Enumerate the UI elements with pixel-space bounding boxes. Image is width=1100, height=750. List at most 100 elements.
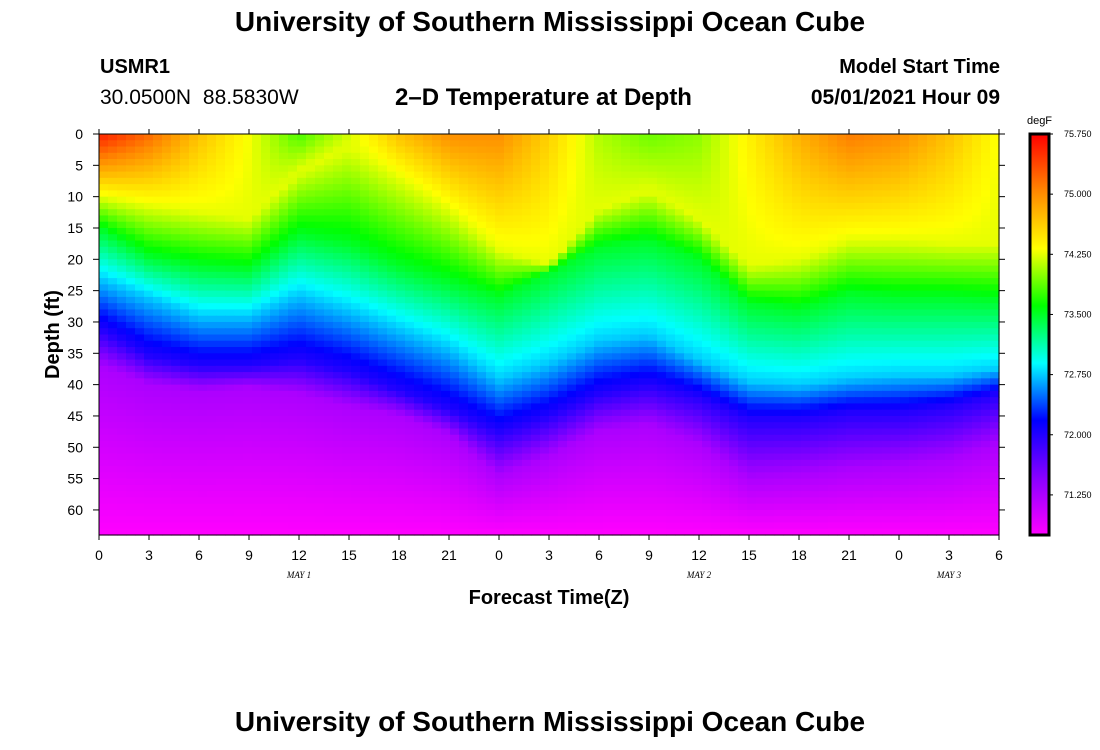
heatmap-cell: [405, 171, 415, 179]
heatmap-cell: [558, 265, 568, 273]
heatmap-cell: [126, 215, 136, 223]
heatmap-cell: [153, 321, 163, 329]
heatmap-cell: [837, 390, 847, 398]
heatmap-cell: [936, 253, 946, 260]
heatmap-cell: [189, 428, 199, 436]
heatmap-cell: [963, 409, 973, 417]
heatmap-cell: [819, 240, 829, 248]
heatmap-cell: [261, 265, 271, 273]
heatmap-cell: [270, 428, 280, 436]
heatmap-cell: [612, 340, 622, 348]
heatmap-cell: [657, 271, 667, 279]
heatmap-cell: [423, 152, 433, 160]
heatmap-cell: [594, 403, 604, 411]
heatmap-cell: [558, 340, 568, 348]
heatmap-cell: [765, 190, 775, 198]
heatmap-cell: [891, 171, 901, 179]
heatmap-cell: [117, 397, 127, 405]
heatmap-cell: [405, 152, 415, 160]
heatmap-cell: [756, 321, 766, 329]
heatmap-cell: [693, 397, 703, 405]
heatmap-cell: [837, 328, 847, 336]
heatmap-cell: [936, 165, 946, 173]
heatmap-cell: [441, 177, 451, 185]
heatmap-cell: [261, 271, 271, 279]
heatmap-cell: [783, 246, 793, 254]
heatmap-cell: [198, 409, 208, 417]
heatmap-cell: [972, 190, 982, 198]
heatmap-cell: [324, 253, 334, 260]
heatmap-cell: [171, 259, 181, 267]
heatmap-cell: [315, 340, 325, 348]
heatmap-cell: [549, 315, 559, 323]
heatmap-cell: [972, 359, 982, 367]
heatmap-cell: [945, 215, 955, 223]
heatmap-cell: [711, 372, 721, 379]
heatmap-cell: [495, 409, 505, 417]
heatmap-cell: [198, 290, 208, 298]
heatmap-cell: [612, 165, 622, 173]
heatmap-cell: [558, 390, 568, 398]
heatmap-cell: [342, 221, 352, 229]
heatmap-cell: [990, 221, 1000, 229]
heatmap-cell: [747, 315, 757, 323]
heatmap-cell: [774, 296, 784, 304]
heatmap-cell: [450, 422, 460, 430]
heatmap-cell: [783, 234, 793, 242]
heatmap-cell: [585, 290, 595, 298]
heatmap-cell: [927, 221, 937, 229]
heatmap-cell: [882, 321, 892, 329]
heatmap-cell: [405, 246, 415, 254]
heatmap-cell: [585, 441, 595, 448]
heatmap-cell: [909, 415, 919, 423]
heatmap-cell: [702, 234, 712, 242]
heatmap-cell: [459, 372, 469, 379]
heatmap-cell: [306, 365, 316, 373]
heatmap-cell: [864, 296, 874, 304]
heatmap-cell: [837, 221, 847, 229]
heatmap-cell: [954, 196, 964, 204]
heatmap-cell: [864, 140, 874, 148]
heatmap-cell: [783, 372, 793, 379]
heatmap-cell: [837, 347, 847, 354]
heatmap-cell: [522, 422, 532, 430]
heatmap-cell: [648, 159, 658, 166]
heatmap-cell: [549, 409, 559, 417]
heatmap-cell: [324, 152, 334, 160]
heatmap-cell: [234, 328, 244, 336]
heatmap-cell: [459, 384, 469, 392]
heatmap-cell: [225, 359, 235, 367]
heatmap-cell: [918, 259, 928, 267]
heatmap-cell: [351, 403, 361, 411]
heatmap-cell: [126, 165, 136, 173]
heatmap-cell: [252, 177, 262, 185]
heatmap-cell: [396, 397, 406, 405]
heatmap-cell: [945, 184, 955, 191]
heatmap-cell: [549, 146, 559, 154]
heatmap-cell: [900, 259, 910, 267]
heatmap-cell: [324, 140, 334, 148]
heatmap-cell: [990, 240, 1000, 248]
heatmap-cell: [531, 177, 541, 185]
heatmap-cell: [621, 441, 631, 448]
heatmap-cell: [423, 384, 433, 392]
heatmap-cell: [207, 171, 217, 179]
heatmap-cell: [252, 134, 262, 141]
heatmap-cell: [792, 441, 802, 448]
heatmap-cell: [567, 422, 577, 430]
heatmap-cell: [963, 353, 973, 361]
heatmap-cell: [414, 271, 424, 279]
heatmap-cell: [873, 315, 883, 323]
heatmap-cell: [342, 403, 352, 411]
heatmap-cell: [369, 165, 379, 173]
heatmap-cell: [252, 240, 262, 248]
heatmap-cell: [261, 359, 271, 367]
heatmap-cell: [459, 409, 469, 417]
heatmap-cell: [639, 359, 649, 367]
heatmap-cell: [927, 259, 937, 267]
heatmap-cell: [837, 334, 847, 342]
heatmap-cell: [333, 378, 343, 386]
heatmap-cell: [405, 340, 415, 348]
heatmap-cell: [378, 278, 388, 285]
heatmap-cell: [135, 177, 145, 185]
